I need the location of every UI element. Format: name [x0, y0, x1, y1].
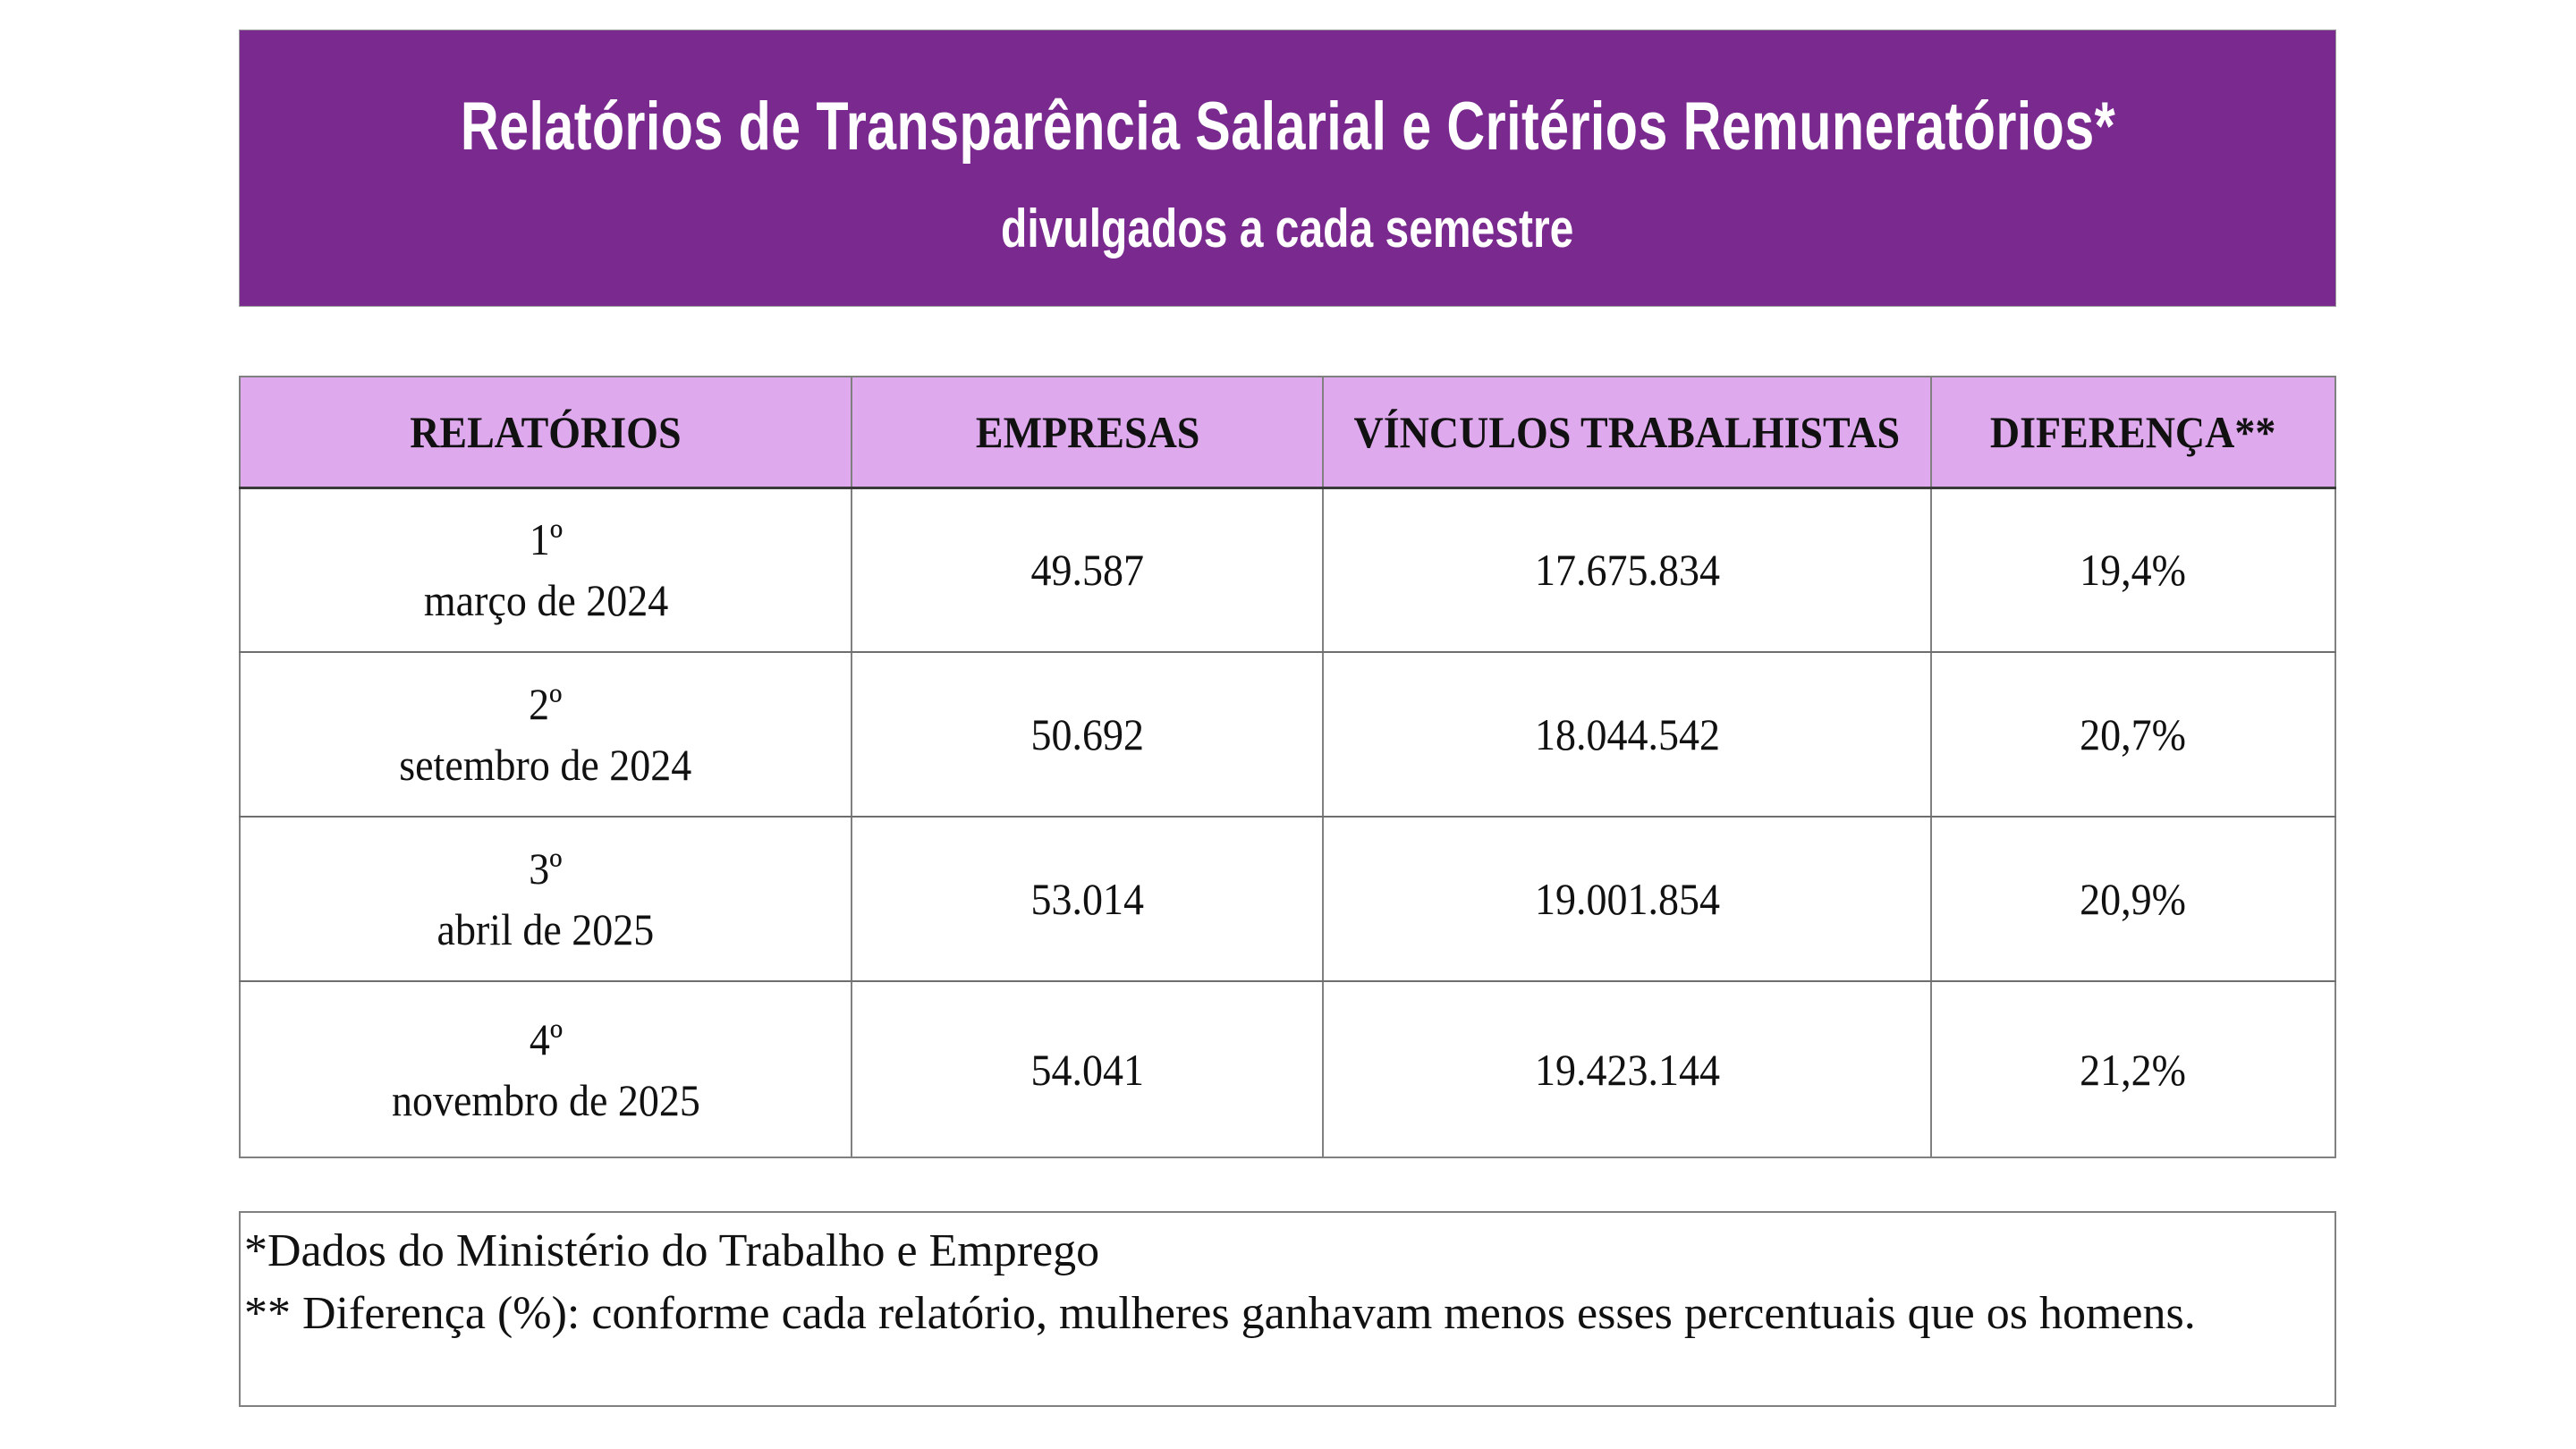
cell-vinculos-4: 19.423.144: [1323, 981, 1932, 1157]
empresas-4-value: 54.041: [1030, 1044, 1144, 1095]
relatorio-2-date: setembro de 2024: [399, 740, 692, 790]
relatorio-4-ordinal: 4º: [529, 1013, 563, 1064]
table-row-2: 2º setembro de 2024 50.692 18.044.542 20…: [240, 652, 2335, 818]
cell-diferenca-4: 21,2%: [1931, 981, 2335, 1157]
report-subtitle: divulgados a cada semestre: [1001, 199, 1574, 258]
cell-relatorio-1: 1º março de 2024: [240, 487, 853, 653]
empresas-2-value: 50.692: [1030, 709, 1144, 759]
relatorio-3: 3º abril de 2025: [437, 838, 655, 960]
title-banner: Relatórios de Transparência Salarial e C…: [239, 30, 2336, 307]
table-row-3: 3º abril de 2025 53.014 19.001.854 20,9%: [240, 817, 2335, 982]
relatorio-1-ordinal: 1º: [529, 514, 563, 565]
relatorio-1: 1º março de 2024: [423, 509, 667, 631]
table-header-row: RELATÓRIOS EMPRESAS VÍNCULOS TRABALHISTA…: [240, 377, 2335, 489]
vinculos-1-value: 17.675.834: [1534, 545, 1720, 596]
cell-empresas-3: 53.014: [852, 817, 1325, 982]
footnotes-box: *Dados do Ministério do Trabalho e Empre…: [239, 1211, 2336, 1407]
header-vinculos: VÍNCULOS TRABALHISTAS: [1323, 377, 1932, 489]
diferenca-3-value: 20,9%: [2080, 874, 2187, 924]
table-row-1: 1º março de 2024 49.587 17.675.834 19,4%: [240, 487, 2335, 653]
header-relatorios-label: RELATÓRIOS: [410, 406, 682, 457]
diferenca-4-value: 21,2%: [2080, 1044, 2187, 1095]
table-row-4: 4º novembro de 2025 54.041 19.423.144 21…: [240, 981, 2335, 1157]
header-empresas-label: EMPRESAS: [975, 406, 1199, 457]
relatorio-4: 4º novembro de 2025: [392, 1009, 700, 1131]
vinculos-2-value: 18.044.542: [1534, 709, 1720, 759]
relatorio-2-ordinal: 2º: [529, 679, 563, 729]
cell-empresas-2: 50.692: [852, 652, 1325, 818]
cell-vinculos-1: 17.675.834: [1323, 487, 1932, 653]
cell-relatorio-2: 2º setembro de 2024: [240, 652, 853, 818]
diferenca-2-value: 20,7%: [2080, 709, 2187, 759]
relatorio-2: 2º setembro de 2024: [400, 674, 692, 795]
relatorio-3-date: abril de 2025: [436, 904, 655, 954]
diferenca-1-value: 19,4%: [2080, 545, 2187, 596]
cell-relatorio-3: 3º abril de 2025: [240, 817, 853, 982]
cell-empresas-1: 49.587: [852, 487, 1325, 653]
empresas-1-value: 49.587: [1030, 545, 1144, 596]
cell-diferenca-1: 19,4%: [1930, 487, 2335, 653]
header-diferenca-label: DIFERENÇA**: [1990, 406, 2276, 457]
salary-transparency-table: RELATÓRIOS EMPRESAS VÍNCULOS TRABALHISTA…: [239, 376, 2336, 1158]
vinculos-4-value: 19.423.144: [1534, 1044, 1720, 1095]
empresas-3-value: 53.014: [1030, 874, 1144, 924]
relatorio-1-date: março de 2024: [423, 575, 668, 626]
report-title: Relatórios de Transparência Salarial e C…: [460, 89, 2115, 165]
header-diferenca: DIFERENÇA**: [1930, 377, 2335, 489]
header-vinculos-label: VÍNCULOS TRABALHISTAS: [1353, 406, 1901, 457]
footnote-source: *Dados do Ministério do Trabalho e Empre…: [244, 1225, 1100, 1276]
cell-vinculos-3: 19.001.854: [1323, 817, 1932, 982]
cell-diferenca-2: 20,7%: [1930, 652, 2335, 818]
header-relatorios: RELATÓRIOS: [240, 377, 853, 489]
relatorio-3-ordinal: 3º: [529, 843, 563, 894]
vinculos-3-value: 19.001.854: [1534, 874, 1720, 924]
footnote-diferenca: ** Diferença (%): conforme cada relatóri…: [244, 1288, 2196, 1339]
cell-vinculos-2: 18.044.542: [1323, 652, 1932, 818]
cell-diferenca-3: 20,9%: [1930, 817, 2335, 982]
header-empresas: EMPRESAS: [852, 377, 1325, 489]
cell-empresas-4: 54.041: [852, 981, 1325, 1157]
cell-relatorio-4: 4º novembro de 2025: [240, 981, 853, 1157]
relatorio-4-date: novembro de 2025: [391, 1074, 700, 1125]
